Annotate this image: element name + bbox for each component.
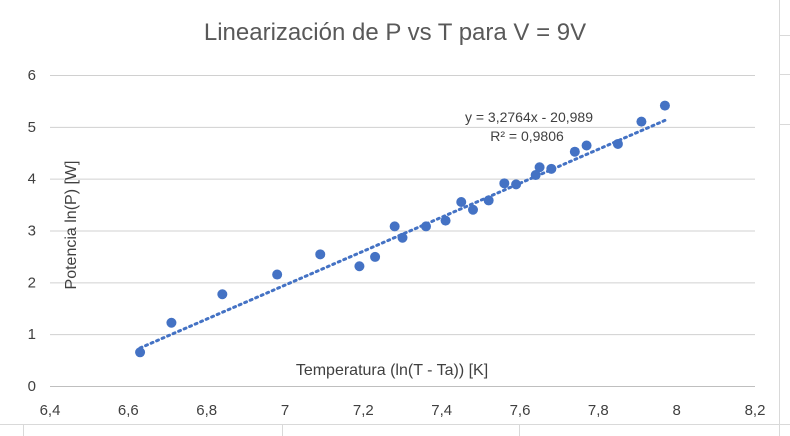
y-tick-label: 3 [28,223,36,240]
data-point [315,249,326,260]
x-tick-label: 6,8 [196,402,217,419]
data-point [397,232,408,243]
data-point [636,116,647,127]
chart-title: Linearización de P vs T para V = 9V [204,19,586,46]
data-point [440,215,451,226]
trendline [138,118,667,350]
gridlines [50,75,755,336]
x-tick-label: 7,6 [510,402,531,419]
x-tick-label: 7,2 [353,402,374,419]
data-point [217,289,228,300]
x-axis-label: Temperatura (ln(T - Ta)) [K] [296,362,488,379]
data-point [534,162,545,173]
data-point [135,347,146,358]
data-point [499,178,510,189]
data-point [483,195,494,206]
y-tick-label: 6 [28,67,36,84]
y-tick-label: 0 [28,378,36,395]
data-point [569,146,580,157]
data-point [421,221,431,232]
data-point [546,163,557,174]
data-point [354,261,365,272]
y-tick-label: 5 [28,119,36,136]
data-point [389,221,400,232]
x-tick-labels: 6,4 6,6 6,8 7 7,2 7,4 7,6 7,8 8 8,2 [40,402,766,419]
data-point [456,196,467,207]
x-tick-label: 8,2 [745,402,766,419]
data-point [581,140,592,151]
data-points [135,100,670,358]
x-tick-label: 7,8 [588,402,609,419]
data-point [511,179,522,190]
data-point [530,170,541,181]
x-tick-label: 7,4 [431,402,452,419]
x-tick-label: 6,4 [40,402,61,419]
y-tick-label: 4 [28,171,36,188]
x-tick-label: 7 [281,402,289,419]
x-tick-label: 8 [672,402,680,419]
y-tick-label: 2 [28,274,36,291]
data-point [612,138,623,149]
data-point [370,251,381,262]
data-point [166,317,177,328]
y-axis-label: Potencia ln(P) [W] [63,161,80,290]
trendline-equation: y = 3,2764x - 20,989 [465,109,593,125]
trendline-r2: R² = 0,9806 [490,128,564,144]
y-tick-label: 1 [28,326,36,343]
data-point [468,204,478,215]
x-tick-label: 6,6 [118,402,139,419]
data-point [272,269,283,280]
data-point [659,100,670,111]
y-tick-labels: 0 1 2 3 4 5 6 [28,67,36,395]
